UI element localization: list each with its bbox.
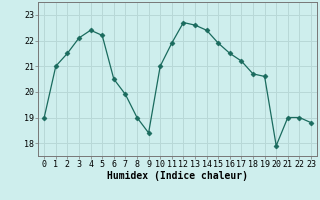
X-axis label: Humidex (Indice chaleur): Humidex (Indice chaleur)	[107, 171, 248, 181]
